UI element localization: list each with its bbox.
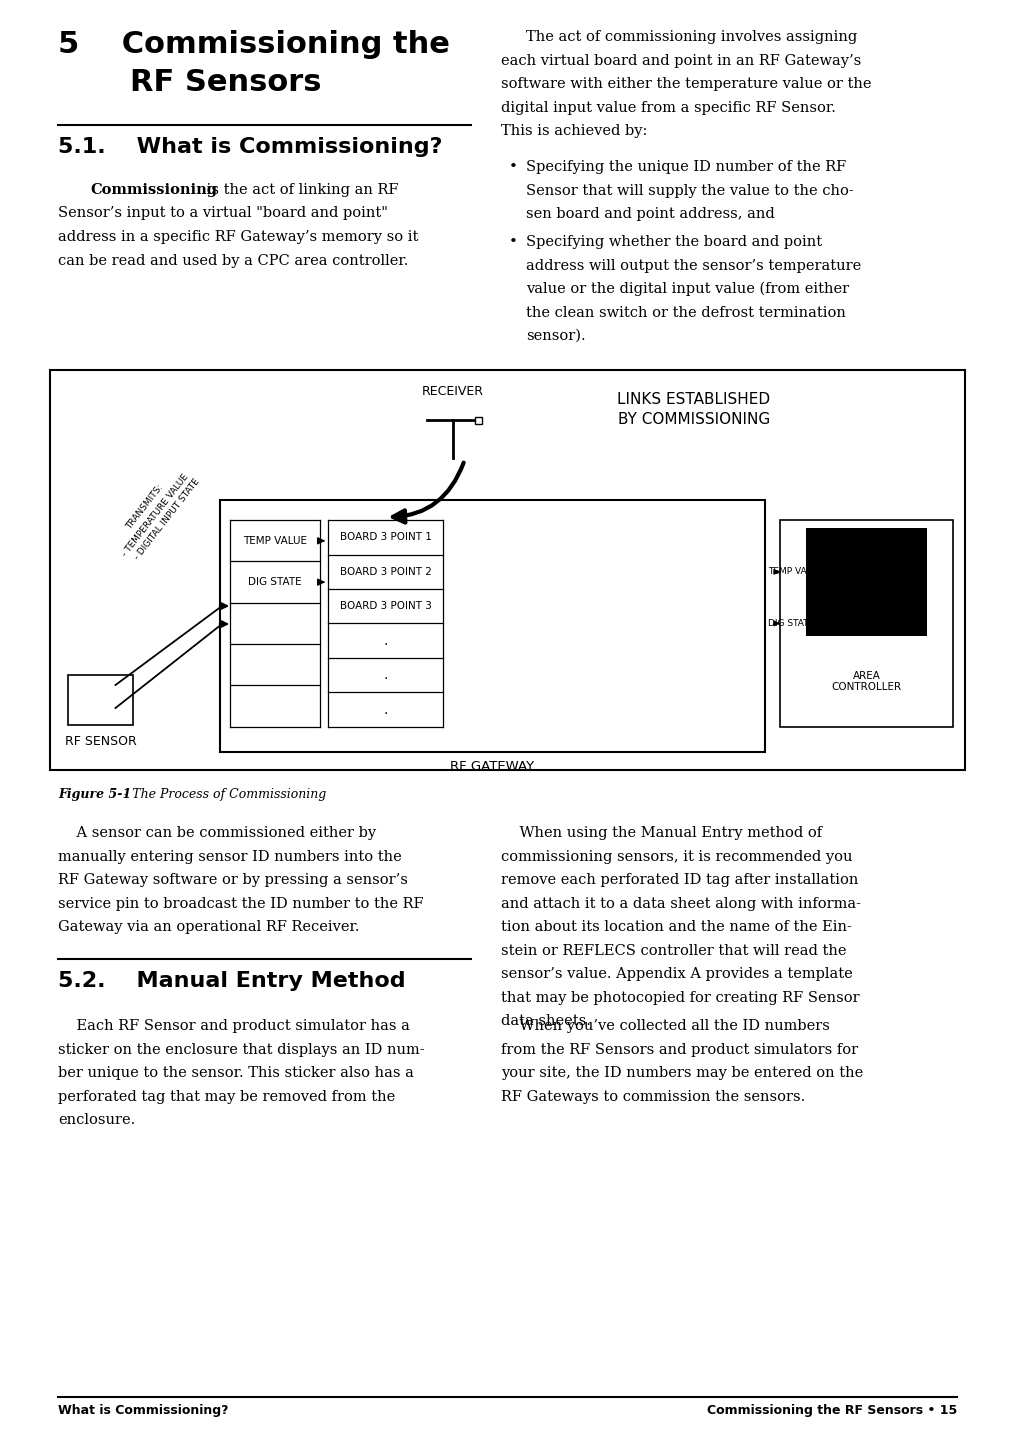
Text: RF Gateways to commission the sensors.: RF Gateways to commission the sensors. (501, 1090, 805, 1103)
Text: .: . (384, 669, 388, 682)
Text: •: • (510, 235, 518, 248)
Text: Specifying the unique ID number of the RF: Specifying the unique ID number of the R… (526, 160, 847, 173)
Text: AREA
CONTROLLER: AREA CONTROLLER (831, 670, 901, 692)
Text: manually entering sensor ID numbers into the: manually entering sensor ID numbers into… (58, 849, 402, 864)
Text: DIG STATE: DIG STATE (768, 619, 814, 628)
Text: RF Sensors: RF Sensors (130, 68, 322, 97)
Text: address will output the sensor’s temperature: address will output the sensor’s tempera… (526, 258, 862, 273)
Text: - The Process of Commissioning: - The Process of Commissioning (120, 788, 326, 801)
Text: software with either the temperature value or the: software with either the temperature val… (501, 77, 872, 91)
Text: RF SENSOR: RF SENSOR (65, 735, 136, 748)
Text: and attach it to a data sheet along with informa-: and attach it to a data sheet along with… (501, 897, 861, 911)
Text: Commissioning: Commissioning (90, 183, 217, 196)
Text: 5    Commissioning the: 5 Commissioning the (58, 30, 450, 59)
Text: Figure 5-1: Figure 5-1 (58, 788, 131, 801)
Text: BOARD 3 POINT 3: BOARD 3 POINT 3 (340, 601, 431, 611)
Bar (475, 416, 482, 423)
Text: enclosure.: enclosure. (58, 1113, 135, 1126)
Text: tion about its location and the name of the Ein-: tion about its location and the name of … (501, 920, 852, 934)
Text: RF GATEWAY: RF GATEWAY (451, 760, 535, 773)
Bar (220, 500, 765, 752)
Text: 5.1.    What is Commissioning?: 5.1. What is Commissioning? (58, 137, 443, 157)
Text: Specifying whether the board and point: Specifying whether the board and point (526, 235, 822, 248)
Text: Commissioning the RF Sensors • 15: Commissioning the RF Sensors • 15 (706, 1404, 957, 1417)
Text: TEMP VALUE: TEMP VALUE (243, 536, 307, 546)
Text: A sensor can be commissioned either by: A sensor can be commissioned either by (58, 826, 377, 840)
Bar (806, 529, 927, 635)
Text: RF Gateway software or by pressing a sensor’s: RF Gateway software or by pressing a sen… (58, 874, 408, 887)
Text: the clean switch or the defrost termination: the clean switch or the defrost terminat… (526, 306, 845, 319)
Text: BOARD 3 POINT 2: BOARD 3 POINT 2 (340, 567, 431, 576)
Text: each virtual board and point in an RF Gateway’s: each virtual board and point in an RF Ga… (501, 53, 862, 68)
Text: commissioning sensors, it is recommended you: commissioning sensors, it is recommended… (501, 849, 853, 864)
FancyArrowPatch shape (393, 462, 464, 523)
Text: perforated tag that may be removed from the: perforated tag that may be removed from … (58, 1090, 395, 1103)
Text: BOARD 3 POINT 1: BOARD 3 POINT 1 (340, 533, 431, 543)
Text: RECEIVER: RECEIVER (421, 386, 483, 399)
Text: When you’ve collected all the ID numbers: When you’ve collected all the ID numbers (501, 1019, 830, 1032)
Text: from the RF Sensors and product simulators for: from the RF Sensors and product simulato… (501, 1043, 858, 1057)
Text: sen board and point address, and: sen board and point address, and (526, 206, 774, 221)
Text: This is achieved by:: This is achieved by: (501, 124, 648, 139)
Text: data sheets.: data sheets. (501, 1014, 591, 1028)
Text: sticker on the enclosure that displays an ID num-: sticker on the enclosure that displays a… (58, 1043, 424, 1057)
Text: ber unique to the sensor. This sticker also has a: ber unique to the sensor. This sticker a… (58, 1066, 414, 1080)
Text: can be read and used by a CPC area controller.: can be read and used by a CPC area contr… (58, 254, 408, 267)
Text: sensor’s value. Appendix A provides a template: sensor’s value. Appendix A provides a te… (501, 967, 853, 980)
Text: •: • (510, 160, 518, 173)
Text: digital input value from a specific RF Sensor.: digital input value from a specific RF S… (501, 101, 836, 114)
Text: service pin to broadcast the ID number to the RF: service pin to broadcast the ID number t… (58, 897, 423, 911)
Text: stein or REFLECS controller that will read the: stein or REFLECS controller that will re… (501, 943, 847, 957)
Bar (780, 520, 953, 726)
Text: Sensor that will supply the value to the cho-: Sensor that will supply the value to the… (526, 183, 854, 198)
Text: When using the Manual Entry method of: When using the Manual Entry method of (501, 826, 822, 840)
Text: DIG STATE: DIG STATE (249, 578, 301, 588)
Text: Sensor’s input to a virtual "board and point": Sensor’s input to a virtual "board and p… (58, 206, 388, 221)
Text: 5.2.    Manual Entry Method: 5.2. Manual Entry Method (58, 970, 406, 991)
Text: .: . (384, 703, 388, 716)
Text: What is Commissioning?: What is Commissioning? (58, 1404, 228, 1417)
Text: that may be photocopied for creating RF Sensor: that may be photocopied for creating RF … (501, 991, 860, 1005)
Bar (50, 370, 965, 770)
Text: your site, the ID numbers may be entered on the: your site, the ID numbers may be entered… (501, 1066, 864, 1080)
Text: Each RF Sensor and product simulator has a: Each RF Sensor and product simulator has… (58, 1019, 410, 1032)
Text: TRANSMITS:
- TEMPERATURE VALUE
   - DIGITAL INPUT STATE: TRANSMITS: - TEMPERATURE VALUE - DIGITAL… (109, 462, 202, 569)
Text: remove each perforated ID tag after installation: remove each perforated ID tag after inst… (501, 874, 859, 887)
Text: sensor).: sensor). (526, 329, 586, 344)
Text: .: . (384, 634, 388, 648)
Text: value or the digital input value (from either: value or the digital input value (from e… (526, 282, 850, 296)
Text: LINKS ESTABLISHED
BY COMMISSIONING: LINKS ESTABLISHED BY COMMISSIONING (617, 391, 770, 427)
Text: TEMP VALUE: TEMP VALUE (768, 567, 823, 576)
Bar (68, 674, 133, 725)
Text: address in a specific RF Gateway’s memory so it: address in a specific RF Gateway’s memor… (58, 230, 418, 244)
Text: is the act of linking an RF: is the act of linking an RF (202, 183, 399, 196)
Text: The act of commissioning involves assigning: The act of commissioning involves assign… (526, 30, 858, 43)
Text: Gateway via an operational RF Receiver.: Gateway via an operational RF Receiver. (58, 920, 359, 934)
